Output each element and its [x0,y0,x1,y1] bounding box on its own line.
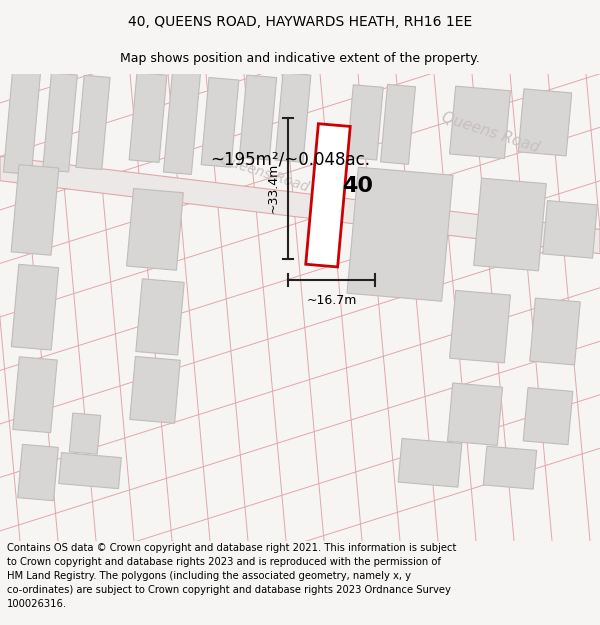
Polygon shape [449,86,511,159]
Polygon shape [11,164,59,255]
Polygon shape [136,279,184,355]
Polygon shape [380,84,415,164]
Polygon shape [130,356,180,423]
Polygon shape [398,439,462,487]
Polygon shape [201,78,239,168]
Text: ~195m²/~0.048ac.: ~195m²/~0.048ac. [210,151,370,168]
Polygon shape [449,291,511,363]
Polygon shape [275,72,311,162]
Polygon shape [542,201,598,258]
Polygon shape [347,85,383,160]
Text: Map shows position and indicative extent of the property.: Map shows position and indicative extent… [120,52,480,64]
Polygon shape [239,75,277,160]
Polygon shape [59,452,121,489]
Polygon shape [4,71,41,174]
Polygon shape [518,89,572,156]
Polygon shape [163,71,200,174]
Polygon shape [448,383,503,446]
Polygon shape [127,189,184,270]
Polygon shape [347,168,453,301]
Text: ~16.7m: ~16.7m [307,294,356,307]
Polygon shape [474,178,546,271]
Polygon shape [484,446,536,489]
Polygon shape [70,413,101,454]
Polygon shape [17,444,58,501]
Polygon shape [43,73,77,172]
Polygon shape [306,124,350,267]
Polygon shape [11,264,59,350]
Text: 40, QUEENS ROAD, HAYWARDS HEATH, RH16 1EE: 40, QUEENS ROAD, HAYWARDS HEATH, RH16 1E… [128,15,472,29]
Polygon shape [129,72,167,162]
Text: Contains OS data © Crown copyright and database right 2021. This information is : Contains OS data © Crown copyright and d… [7,543,457,609]
Text: 40: 40 [343,176,373,196]
Polygon shape [76,75,110,169]
Text: ~33.4m: ~33.4m [267,163,280,213]
Polygon shape [0,156,600,254]
Text: Queens Road: Queens Road [439,109,541,155]
Polygon shape [523,388,573,444]
Polygon shape [530,298,580,365]
Polygon shape [13,357,57,432]
Text: Queens Road: Queens Road [219,152,311,194]
